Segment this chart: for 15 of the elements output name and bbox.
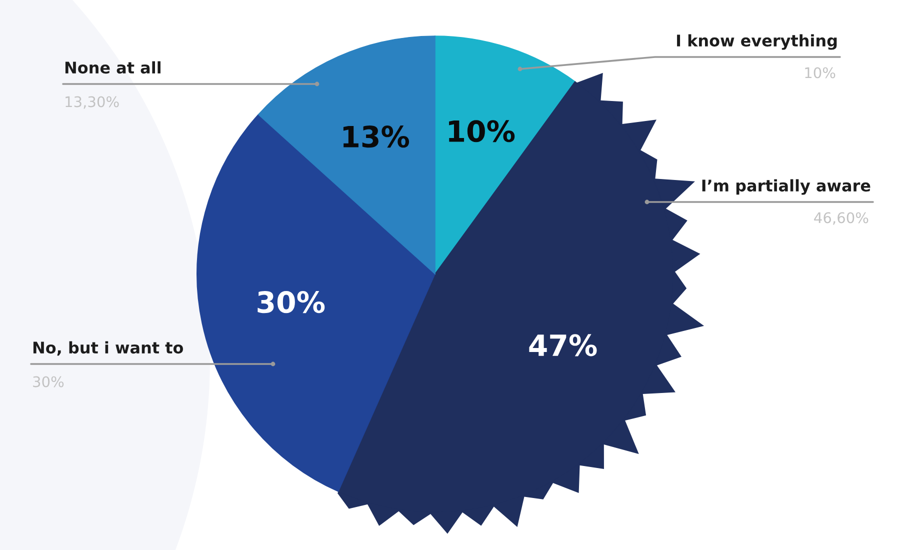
- text: 46,60%: [814, 212, 868, 225]
- pie-slice: [196, 114, 436, 492]
- text: 10%: [805, 67, 836, 78]
- data-label: 13%: [343, 126, 410, 148]
- data-label: 30%: [258, 291, 325, 314]
- slice-label: I know everything: [677, 34, 837, 50]
- data-label: 10%: [449, 120, 515, 142]
- pie-slice: [434, 36, 576, 274]
- pie-slice: [258, 36, 436, 274]
- data-label: 47%: [529, 334, 597, 356]
- text: 30%: [33, 376, 64, 388]
- slice-label: None at all: [65, 61, 160, 74]
- slice-label: I’m partially aware: [702, 179, 870, 195]
- text: 13,30%: [66, 96, 119, 109]
- slice-label: No, but i want to: [33, 341, 184, 356]
